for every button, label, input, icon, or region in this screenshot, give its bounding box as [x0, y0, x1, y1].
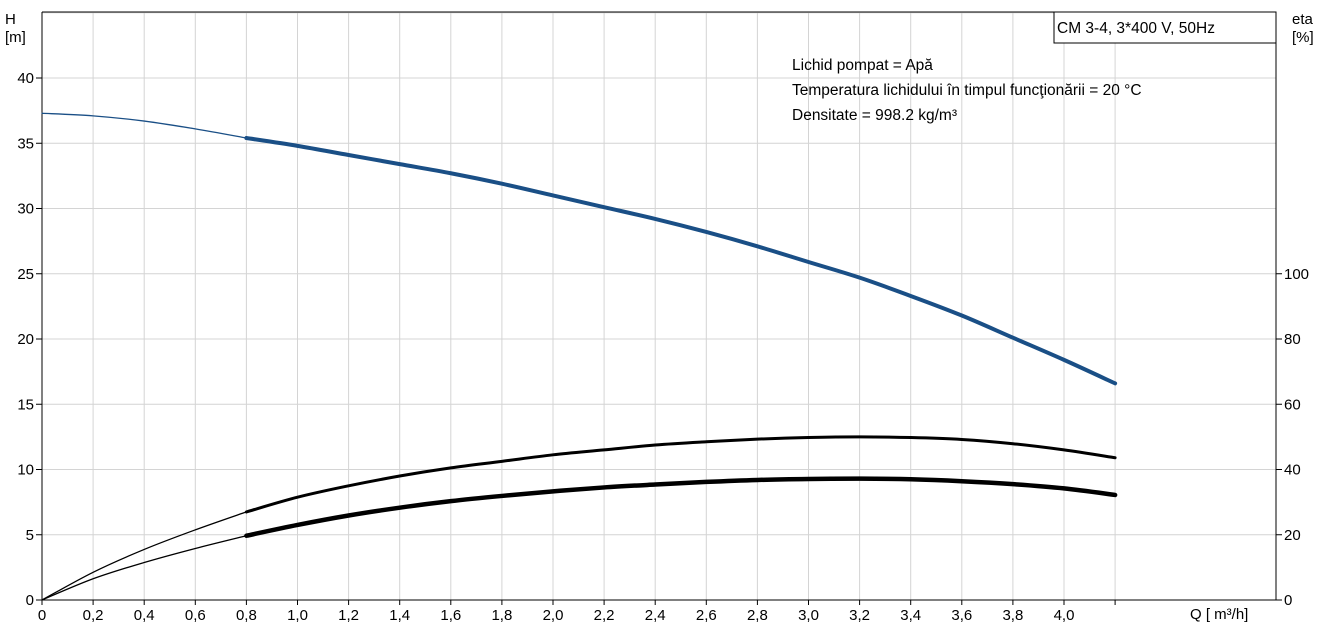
right-tick-label: 80 [1284, 331, 1301, 348]
efficiency-curve-upper [244, 435, 1117, 514]
bottom-tick-label: 0,6 [185, 607, 206, 624]
left-axis-title-line1: H [5, 11, 16, 28]
bottom-tick-label: 3,6 [951, 607, 972, 624]
bottom-tick-label: 0,8 [236, 607, 257, 624]
left-tick-label: 40 [17, 70, 34, 87]
tick-labels: 0 5 10 15 20 25 30 35 40 0 20 40 60 80 100 0 0,2 0,4 0,6 0,… [17, 70, 1309, 624]
fluid-info-line-temperature: Temperatura lichidului în timpul funcţio… [792, 82, 1142, 99]
fluid-info-line-pumped-liquid: Lichid pompat = Apă [792, 57, 933, 74]
efficiency-curve-upper-extension [41, 511, 248, 601]
right-tick-label: 100 [1284, 266, 1309, 283]
bottom-tick-label: 0 [38, 607, 46, 624]
left-tick-label: 10 [17, 462, 34, 479]
efficiency-curve-lower [244, 476, 1118, 538]
grid [42, 12, 1276, 600]
fluid-info-line-density: Densitate = 998.2 kg/m³ [792, 107, 957, 124]
bottom-tick-label: 2,2 [594, 607, 615, 624]
left-tick-label: 0 [26, 592, 34, 609]
chart-title-border [1053, 11, 1277, 44]
head-curve [244, 136, 1118, 386]
bottom-tick-label: 3,4 [900, 607, 921, 624]
bottom-tick-label: 1,6 [440, 607, 461, 624]
chart-title: CM 3-4, 3*400 V, 50Hz [1057, 20, 1215, 37]
right-tick-label: 20 [1284, 527, 1301, 544]
bottom-tick-label: 1,0 [287, 607, 308, 624]
right-tick-label: 0 [1284, 592, 1292, 609]
left-tick-label: 5 [26, 527, 34, 544]
curves [41, 112, 1118, 601]
bottom-tick-label: 3,0 [798, 607, 819, 624]
x-axis-title: Q [ m³/h] [1190, 606, 1248, 623]
left-tick-label: 15 [17, 396, 34, 413]
bottom-tick-label: 1,2 [338, 607, 359, 624]
bottom-tick-label: 2,0 [543, 607, 564, 624]
right-axis-title-line2: [%] [1292, 29, 1314, 46]
left-tick-label: 35 [17, 135, 34, 152]
bottom-tick-label: 2,4 [645, 607, 666, 624]
bottom-tick-label: 1,8 [491, 607, 512, 624]
right-tick-label: 40 [1284, 462, 1301, 479]
bottom-tick-label: 4,0 [1054, 607, 1075, 624]
bottom-tick-label: 0,4 [134, 607, 155, 624]
bottom-tick-label: 3,8 [1002, 607, 1023, 624]
bottom-tick-label: 1,4 [389, 607, 410, 624]
left-tick-label: 25 [17, 266, 34, 283]
left-tick-label: 30 [17, 201, 34, 218]
axes [36, 11, 1282, 605]
chart-title-box: CM 3-4, 3*400 V, 50Hz [1053, 11, 1277, 44]
fluid-info: Lichid pompat = Apă Temperatura lichidul… [792, 57, 1142, 124]
bottom-tick-label: 2,6 [696, 607, 717, 624]
bottom-tick-label: 3,2 [849, 607, 870, 624]
efficiency-curve-lower-extension [41, 535, 248, 601]
bottom-tick-label: 2,8 [747, 607, 768, 624]
right-axis-title-line1: eta [1292, 11, 1314, 28]
right-tick-label: 60 [1284, 396, 1301, 413]
bottom-tick-label: 0,2 [83, 607, 104, 624]
left-tick-label: 20 [17, 331, 34, 348]
head-curve-extension [41, 112, 248, 139]
left-axis-title-line2: [m] [5, 29, 26, 46]
